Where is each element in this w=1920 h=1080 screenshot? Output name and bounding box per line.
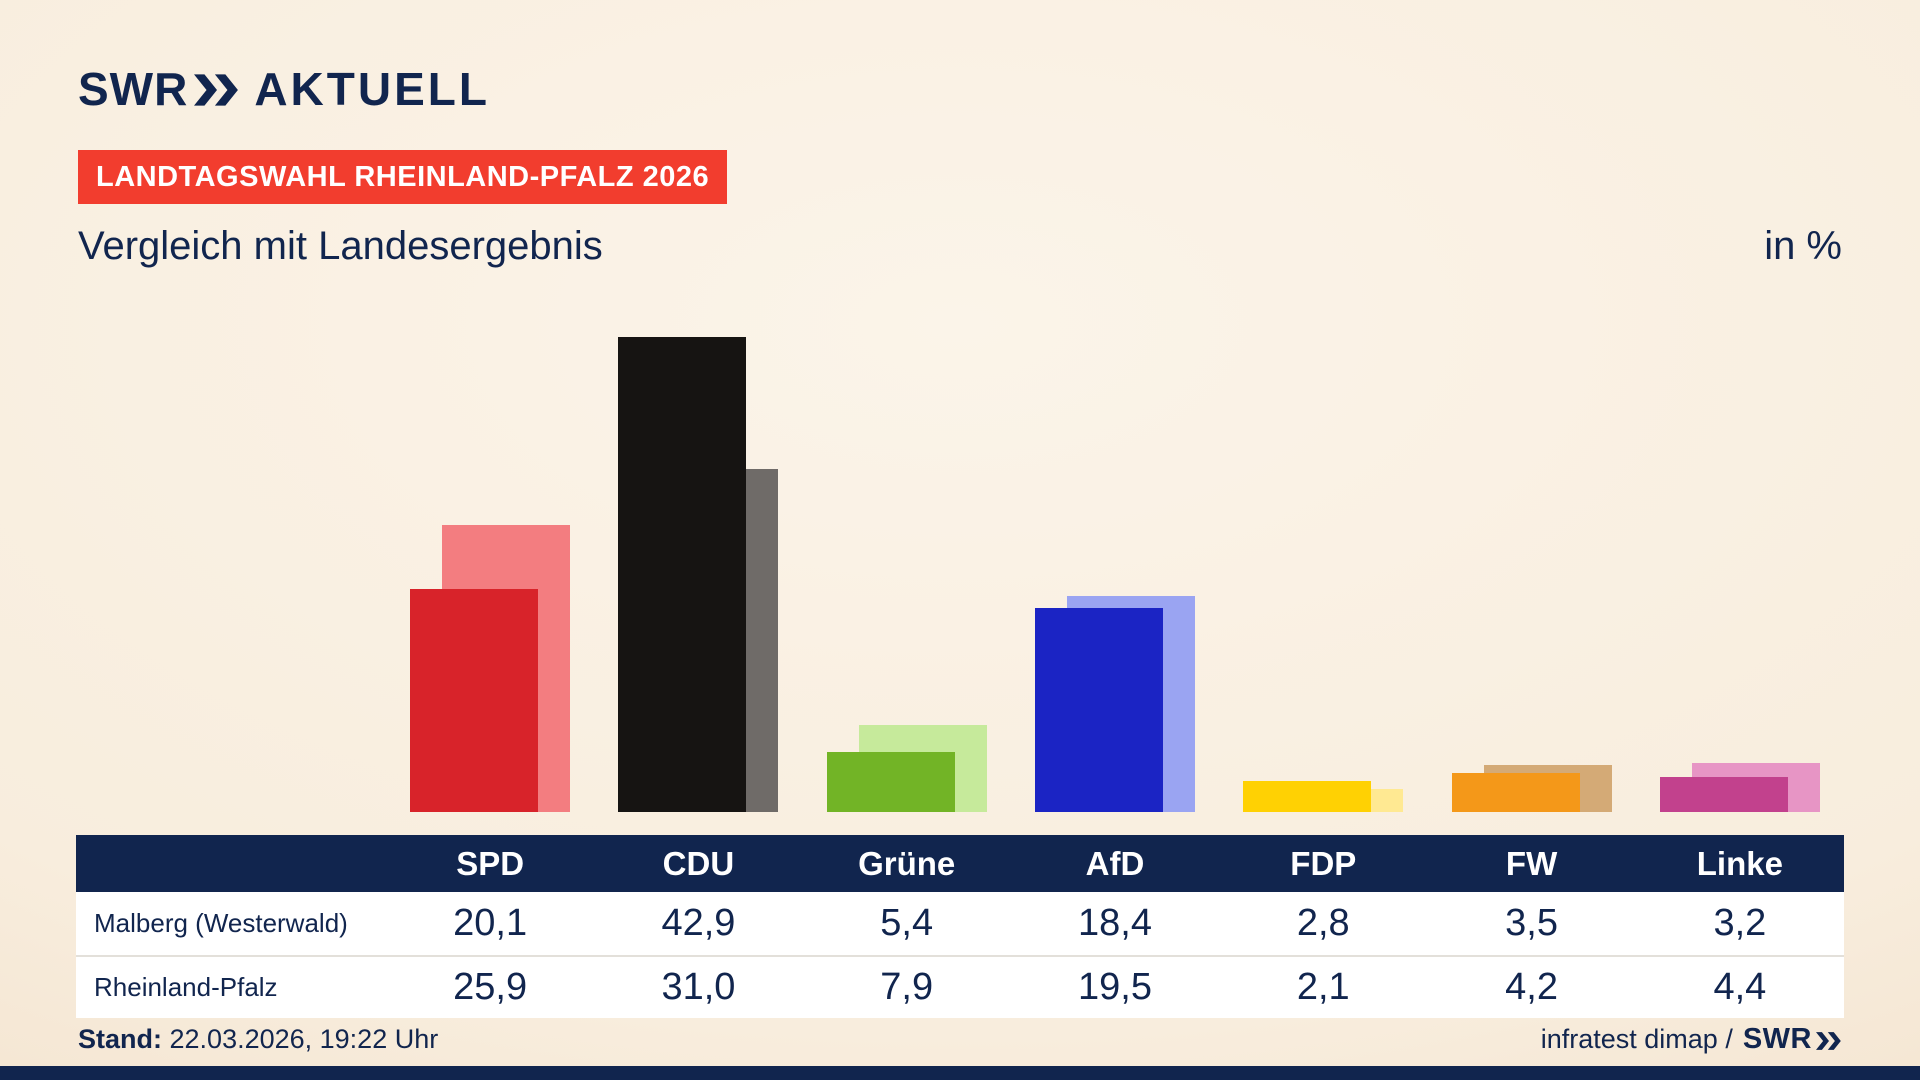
bar-gruene-local [826,752,955,812]
results-table: SPD CDU Grüne AfD FDP FW Linke Malberg (Wester… [76,835,1844,1018]
chart-column-afd [1011,332,1219,812]
value-malberg-westerwald-linke: 3,2 [1713,902,1767,944]
bar-pair-spd [410,332,571,812]
source-text: infratest dimap / [1540,1024,1733,1054]
value-malberg-westerwald-spd: 20,1 [453,902,528,944]
table-header-fw: FW [1505,844,1558,882]
bar-spd-local [410,589,539,812]
value-malberg-westerwald-fdp: 2,8 [1296,902,1350,944]
table-header-fdp: FDP [1290,844,1357,882]
chart-label-spacer [76,332,386,812]
bar-fw-local [1451,773,1580,812]
chart-column-linke [1636,332,1844,812]
value-rheinland-pfalz-spd: 25,9 [453,966,528,1008]
table-header-row: SPD CDU Grüne AfD FDP FW Linke [76,835,1844,892]
stand-label: Stand: [78,1024,162,1054]
bar-pair-fw [1451,332,1612,812]
title-row: Vergleich mit Landesergebnis in % [78,224,1842,269]
value-rheinland-pfalz-fw: 4,2 [1505,966,1558,1008]
swr-aktuell-logo: SWR AKTUELL [78,62,490,116]
source-swr-text: SWR [1742,1023,1812,1055]
table-header-cdu: CDU [662,844,735,882]
bar-pair-gruene [826,332,987,812]
chart-column-cdu [594,332,802,812]
chart-column-gruene [803,332,1011,812]
double-chevron-icon [194,74,239,106]
logo-aktuell-text: AKTUELL [254,63,490,115]
table-header-linke: Linke [1696,844,1783,882]
value-rheinland-pfalz-gruene: 7,9 [880,966,934,1008]
value-malberg-westerwald-fw: 3,5 [1505,902,1558,944]
value-rheinland-pfalz-afd: 19,5 [1078,966,1152,1008]
chart-column-spd [386,332,594,812]
value-malberg-westerwald-afd: 18,4 [1078,902,1152,944]
bar-pair-linke [1659,332,1820,812]
stand-timestamp: Stand: 22.03.2026, 19:22 Uhr [78,1024,438,1055]
bar-pair-afd [1034,332,1195,812]
election-badge: LANDTAGSWAHL RHEINLAND-PFALZ 2026 [78,150,728,204]
row-label-malberg-westerwald: Malberg (Westerwald) [94,908,348,938]
bottom-navy-bar [0,1066,1920,1080]
bar-linke-local [1659,777,1788,812]
unit-label: in % [1764,224,1842,268]
bar-afd-local [1034,608,1163,812]
value-rheinland-pfalz-cdu: 31,0 [661,966,736,1008]
double-chevron-icon [1816,1031,1841,1050]
table-header-gruene: Grüne [858,844,956,882]
table-row-malberg-westerwald: Malberg (Westerwald) 20,1 42,9 5,4 18,4 2,8 3,… [76,892,1844,955]
source-swr-logo: SWR [1743,1023,1842,1056]
stand-value: 22.03.2026, 19:22 Uhr [169,1024,439,1054]
value-rheinland-pfalz-linke: 4,4 [1713,966,1767,1008]
footer: Stand: 22.03.2026, 19:22 Uhr infratest d… [78,1023,1842,1056]
value-malberg-westerwald-gruene: 5,4 [880,902,934,944]
value-rheinland-pfalz-fdp: 2,1 [1296,966,1350,1008]
chart-title: Vergleich mit Landesergebnis [78,224,603,268]
row-label-rheinland-pfalz: Rheinland-Pfalz [94,972,278,1002]
table-body: Malberg (Westerwald) 20,1 42,9 5,4 18,4 2,8 3,… [76,892,1844,1018]
bar-chart [76,332,1844,812]
bar-pair-fdp [1243,332,1404,812]
chart-column-fw [1427,332,1635,812]
table-header-spd: SPD [456,844,525,882]
bar-cdu-local [618,337,747,812]
bar-fdp-local [1243,781,1372,812]
bar-pair-cdu [618,332,779,812]
table-header-afd: AfD [1085,844,1145,882]
value-malberg-westerwald-cdu: 42,9 [661,902,736,944]
logo-swr-text: SWR [78,63,189,115]
source-credit: infratest dimap / SWR [1541,1023,1842,1056]
chart-column-fdp [1219,332,1427,812]
table-row-rheinland-pfalz: Rheinland-Pfalz 25,9 31,0 7,9 19,5 2,1 4,2 4,4 [76,955,1844,1018]
